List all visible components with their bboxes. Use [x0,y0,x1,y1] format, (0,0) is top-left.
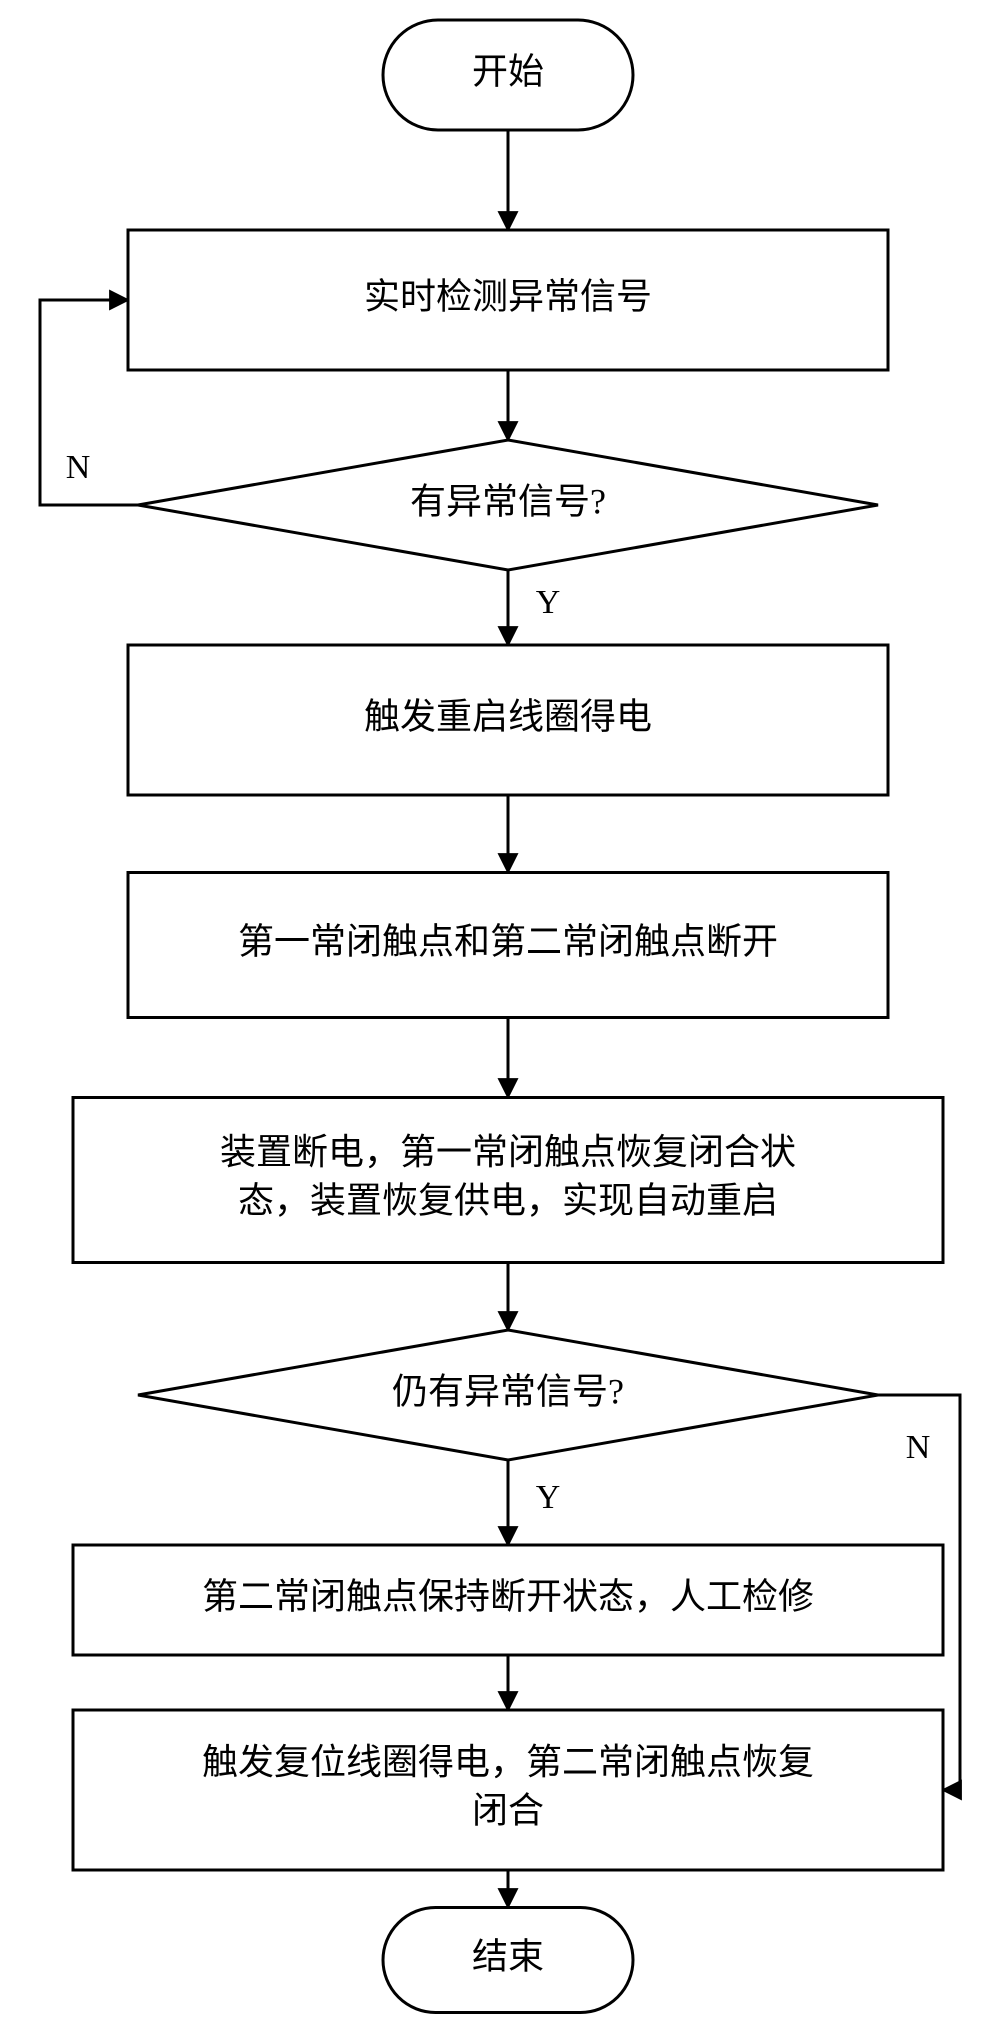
node-restore: 装置断电，第一常闭触点恢复闭合状态，装置恢复供电，实现自动重启 [73,1098,943,1263]
node-open: 第一常闭触点和第二常闭触点断开 [128,873,888,1018]
node-restore-text-line1: 态，装置恢复供电，实现自动重启 [238,1181,778,1221]
node-end: 结束 [383,1908,633,2013]
nodes-group: 开始实时检测异常信号有异常信号?触发重启线圈得电第一常闭触点和第二常闭触点断开装… [73,20,943,2013]
node-cond2: 仍有异常信号? [138,1330,878,1460]
node-cond1-text: 有异常信号? [410,481,606,521]
edge-label-cond1-detect: N [66,449,91,486]
edge-label-cond2-reset: N [906,1429,931,1466]
node-reset-text-line0: 触发复位线圈得电，第二常闭触点恢复 [202,1742,814,1782]
node-detect-text: 实时检测异常信号 [364,276,652,316]
node-reset: 触发复位线圈得电，第二常闭触点恢复闭合 [73,1710,943,1870]
node-end-text: 结束 [472,1936,544,1976]
node-cond1: 有异常信号? [138,440,878,570]
node-start: 开始 [383,20,633,130]
node-cond2-text: 仍有异常信号? [392,1371,624,1411]
node-detect: 实时检测异常信号 [128,230,888,370]
flowchart-canvas: Y N Y N 开始实时检测异常信号有异常信号? 触发重启线圈得电第一常闭触点和第二常闭触… [0,0,995,2032]
node-manual-text: 第二常闭触点保持断开状态，人工检修 [202,1576,814,1616]
node-manual: 第二常闭触点保持断开状态，人工检修 [73,1545,943,1655]
node-open-text: 第一常闭触点和第二常闭触点断开 [238,921,778,961]
node-trig-text: 触发重启线圈得电 [364,696,652,736]
node-start-text: 开始 [472,51,544,91]
edge-label-cond1-trig: Y [536,584,561,621]
node-restore-text-line0: 装置断电，第一常闭触点恢复闭合状 [220,1132,796,1172]
node-trig: 触发重启线圈得电 [128,645,888,795]
node-reset-text-line1: 闭合 [472,1791,544,1831]
edge-label-cond2-manual: Y [536,1479,561,1516]
